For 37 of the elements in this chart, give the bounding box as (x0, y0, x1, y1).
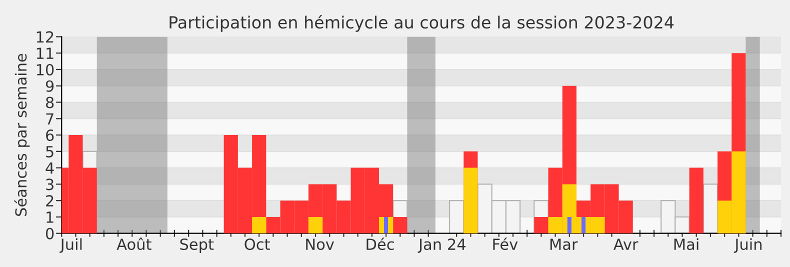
x-tick-label: Août (116, 238, 152, 250)
chart-title: Participation en hémicycle au cours de la session 2023-2024 (170, 15, 674, 32)
y-tick-label: 11 (36, 48, 54, 59)
y-tick-label: 3 (46, 178, 54, 190)
bar (534, 216, 548, 234)
y-tick-label: 4 (46, 162, 54, 174)
bar (582, 216, 586, 234)
bar (384, 216, 388, 234)
x-tick-label: Nov (306, 238, 334, 250)
y-tick-label: 2 (46, 195, 54, 206)
bar (393, 216, 408, 234)
x-tick-label: Juin (734, 238, 762, 253)
bar (464, 168, 478, 234)
bar (308, 216, 323, 234)
x-tick-label: Sept (180, 238, 214, 254)
bar (252, 216, 266, 234)
y-tick-label: 5 (46, 146, 54, 158)
x-tick-label: Avr (614, 238, 638, 250)
x-tick-label: Oct (244, 238, 270, 250)
bar (567, 216, 572, 234)
y-tick-label: 8 (46, 96, 54, 108)
x-tick-label: Déc (366, 238, 394, 250)
x-tick-label: Mai (674, 238, 698, 250)
bar (702, 184, 718, 234)
y-tick-label: 10 (36, 64, 54, 76)
x-tick-label: Fév (493, 238, 518, 250)
bar (689, 168, 704, 234)
x-tick-label: Jan 24 (418, 238, 466, 253)
x-tick-label: Mar (550, 238, 578, 250)
y-tick-label: 12 (36, 31, 54, 43)
y-tick-label: 7 (46, 113, 54, 124)
y-axis-title: Séances par semaine (14, 54, 30, 216)
y-tick-label: 1 (46, 212, 54, 223)
y-tick-label: 0 (46, 228, 54, 240)
x-tick-label: Juil (60, 238, 82, 253)
y-tick-label: 9 (46, 80, 54, 92)
y-tick-label: 6 (46, 130, 54, 142)
